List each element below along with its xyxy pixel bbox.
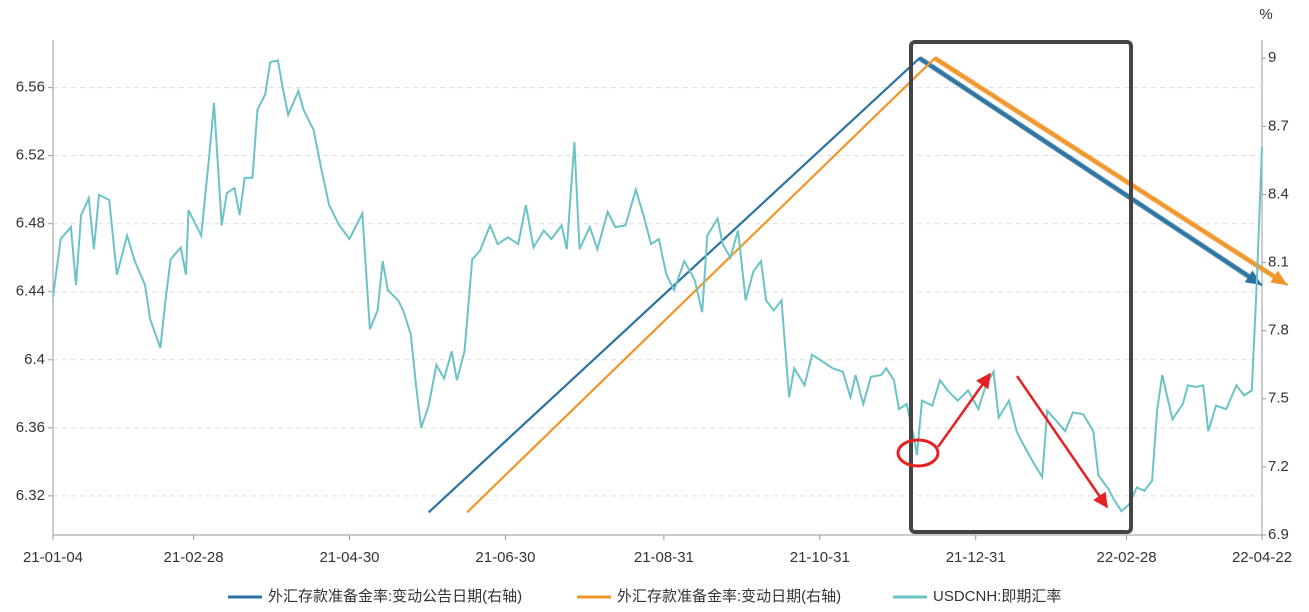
highlight-box	[909, 40, 1133, 534]
y2-tick-label: 7.8	[1268, 322, 1289, 339]
legend-label: 外汇存款准备金率:变动日期(右轴)	[617, 588, 841, 605]
legend-label: 外汇存款准备金率:变动公告日期(右轴)	[268, 588, 522, 605]
y2-tick-label: 7.2	[1268, 458, 1289, 475]
arrow-shaft	[933, 56, 1276, 279]
y2-tick-label: 7.5	[1268, 390, 1289, 407]
arrow-shaft	[918, 56, 1251, 279]
y-tick-label: 6.48	[16, 215, 45, 232]
y2-tick-label: 8.7	[1268, 117, 1289, 134]
grid	[48, 40, 1266, 540]
x-tick-label: 21-12-31	[946, 549, 1006, 566]
y2-tick-label: 8.4	[1268, 185, 1289, 202]
plot	[52, 56, 1289, 514]
series-line	[52, 59, 1263, 513]
series-line	[427, 56, 1263, 514]
y-tick-label: 6.32	[16, 487, 45, 504]
y2-axis-label: %	[1259, 6, 1272, 23]
x-tick-label: 21-01-04	[23, 549, 83, 566]
x-tick-label: 21-10-31	[790, 549, 850, 566]
x-tick-label: 21-04-30	[319, 549, 379, 566]
y2-tick-label: 9	[1268, 49, 1276, 66]
x-tick-label: 21-08-31	[634, 549, 694, 566]
y2-tick-label: 6.9	[1268, 526, 1289, 543]
highlight-circle	[896, 438, 940, 468]
series-line	[466, 56, 1289, 514]
y2-tick-label: 8.1	[1268, 253, 1289, 270]
annotation-arrow	[1015, 375, 1109, 509]
y-tick-label: 6.52	[16, 147, 45, 164]
arrow-head	[1270, 270, 1288, 286]
annotation-arrow	[936, 372, 992, 448]
x-tick-label: 21-06-30	[475, 549, 535, 566]
legend-label: USDCNH:即期汇率	[933, 588, 1061, 605]
x-tick-label: 22-04-22	[1232, 549, 1292, 566]
y-tick-label: 6.36	[16, 419, 45, 436]
y-tick-label: 6.44	[16, 283, 45, 300]
x-tick-label: 21-02-28	[164, 549, 224, 566]
y-tick-label: 6.4	[24, 351, 45, 368]
y-tick-label: 6.56	[16, 79, 45, 96]
x-tick-label: 22-02-28	[1097, 549, 1157, 566]
